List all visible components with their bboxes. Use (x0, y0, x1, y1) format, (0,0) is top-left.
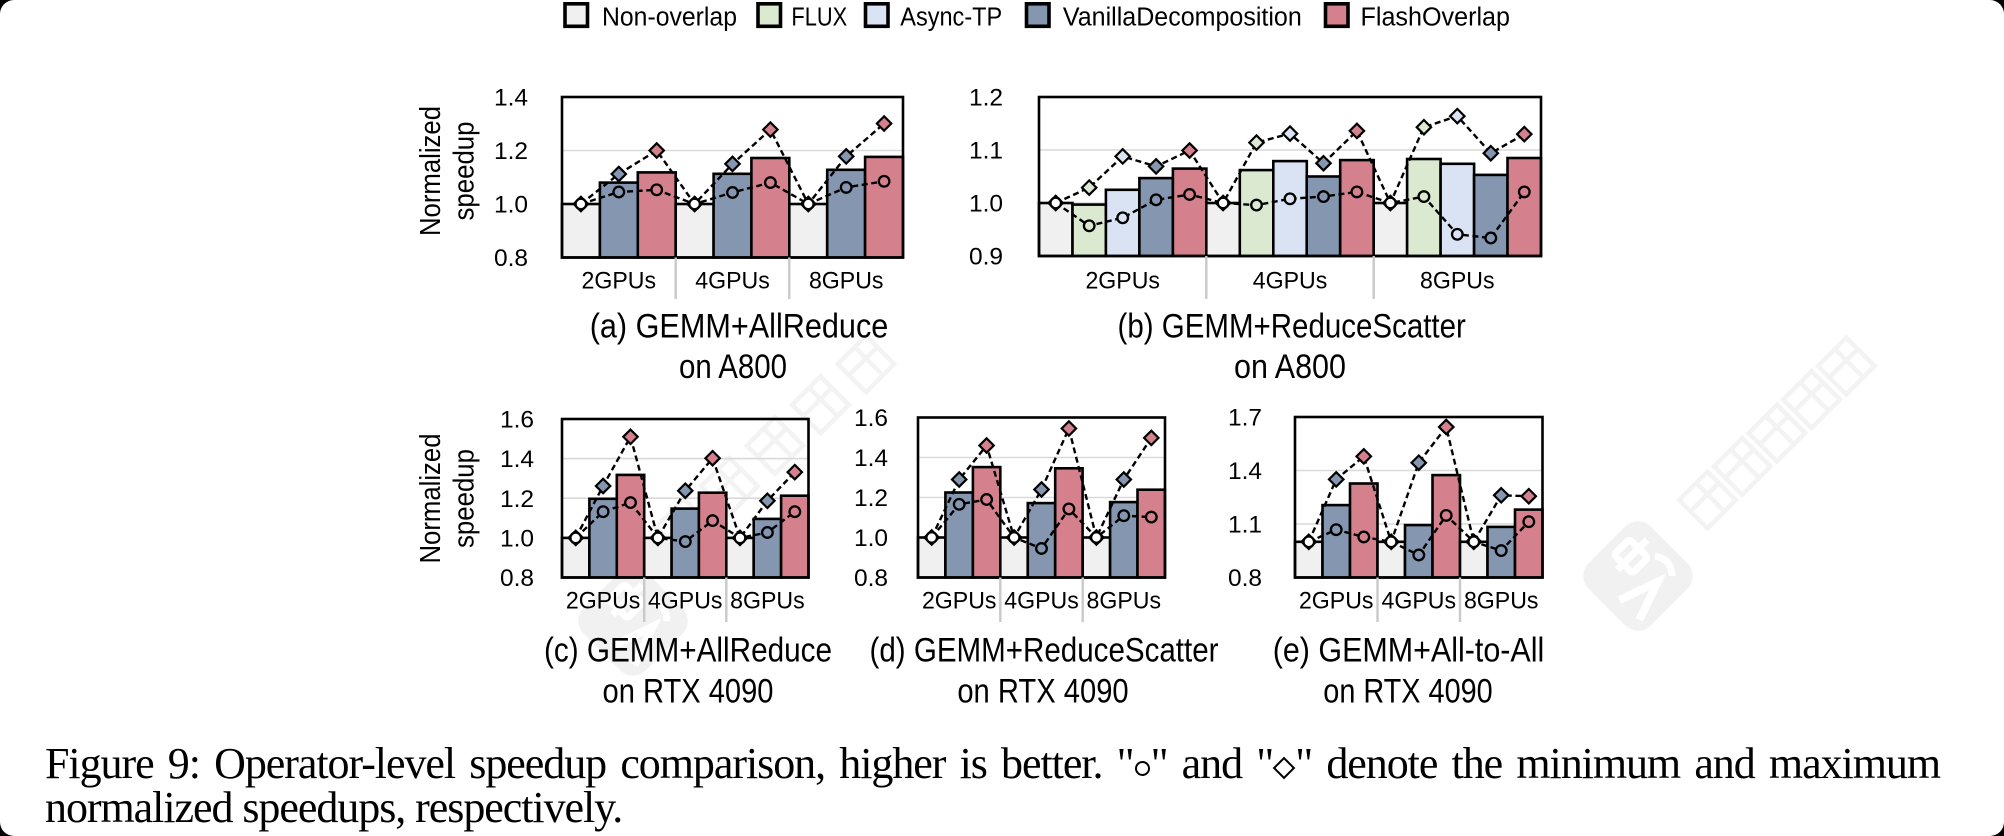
svg-text:1.1: 1.1 (969, 138, 1003, 165)
svg-text:FLUX: FLUX (791, 4, 847, 32)
svg-text:1.0: 1.0 (494, 192, 528, 219)
svg-text:1.4: 1.4 (1228, 458, 1262, 485)
svg-text:1.0: 1.0 (969, 191, 1003, 218)
svg-text:8GPUs: 8GPUs (1464, 588, 1539, 615)
svg-text:2GPUs: 2GPUs (922, 588, 997, 615)
svg-text:1.4: 1.4 (854, 445, 888, 472)
svg-text:speedup: speedup (449, 449, 481, 548)
svg-text:(a) GEMM+AllReduce: (a) GEMM+AllReduce (590, 308, 889, 346)
svg-text:2GPUs: 2GPUs (1085, 268, 1160, 295)
svg-text:on A800: on A800 (1234, 348, 1346, 386)
svg-text:0.9: 0.9 (969, 244, 1003, 271)
svg-text:on RTX 4090: on RTX 4090 (1323, 673, 1492, 711)
svg-text:0.8: 0.8 (494, 245, 528, 272)
svg-text:1.2: 1.2 (500, 486, 534, 513)
svg-text:4GPUs: 4GPUs (1004, 588, 1079, 615)
svg-text:(c) GEMM+AllReduce: (c) GEMM+AllReduce (544, 632, 832, 670)
svg-text:4GPUs: 4GPUs (1382, 588, 1457, 615)
svg-text:8GPUs: 8GPUs (1420, 268, 1495, 295)
svg-text:1.1: 1.1 (1228, 512, 1262, 539)
svg-text:0.8: 0.8 (1228, 565, 1262, 592)
svg-text:4GPUs: 4GPUs (695, 268, 770, 295)
svg-text:VanillaDecomposition: VanillaDecomposition (1063, 4, 1302, 32)
svg-text:0.8: 0.8 (854, 565, 888, 592)
svg-text:Non-overlap: Non-overlap (602, 4, 737, 32)
svg-text:4GPUs: 4GPUs (1253, 268, 1328, 295)
svg-text:4GPUs: 4GPUs (648, 588, 723, 615)
svg-text:1.6: 1.6 (854, 405, 888, 432)
svg-text:2GPUs: 2GPUs (1299, 588, 1374, 615)
svg-text:1.7: 1.7 (1228, 405, 1262, 432)
svg-text:(b) GEMM+ReduceScatter: (b) GEMM+ReduceScatter (1118, 308, 1466, 346)
svg-text:2GPUs: 2GPUs (566, 588, 641, 615)
svg-text:(e) GEMM+All-to-All: (e) GEMM+All-to-All (1273, 632, 1545, 670)
svg-text:8GPUs: 8GPUs (1087, 588, 1162, 615)
svg-text:1.0: 1.0 (854, 525, 888, 552)
svg-text:1.2: 1.2 (494, 138, 528, 165)
svg-text:Async-TP: Async-TP (900, 4, 1002, 32)
svg-text:Normalized: Normalized (415, 106, 447, 236)
svg-text:1.2: 1.2 (854, 485, 888, 512)
svg-text:1.6: 1.6 (500, 407, 534, 434)
svg-text:0.8: 0.8 (500, 565, 534, 592)
svg-text:2GPUs: 2GPUs (582, 268, 657, 295)
svg-text:on RTX 4090: on RTX 4090 (957, 673, 1128, 711)
svg-text:FlashOverlap: FlashOverlap (1361, 4, 1511, 32)
svg-text:1.4: 1.4 (494, 85, 528, 112)
svg-text:speedup: speedup (449, 122, 481, 221)
svg-text:1.4: 1.4 (500, 446, 534, 473)
svg-text:8GPUs: 8GPUs (730, 588, 805, 615)
svg-text:on A800: on A800 (679, 348, 787, 386)
svg-text:on RTX 4090: on RTX 4090 (603, 673, 774, 711)
svg-text:1.0: 1.0 (500, 525, 534, 552)
svg-text:8GPUs: 8GPUs (809, 268, 884, 295)
svg-text:1.2: 1.2 (969, 85, 1003, 112)
svg-text:(d) GEMM+ReduceScatter: (d) GEMM+ReduceScatter (870, 632, 1219, 670)
svg-text:Normalized: Normalized (415, 434, 447, 564)
